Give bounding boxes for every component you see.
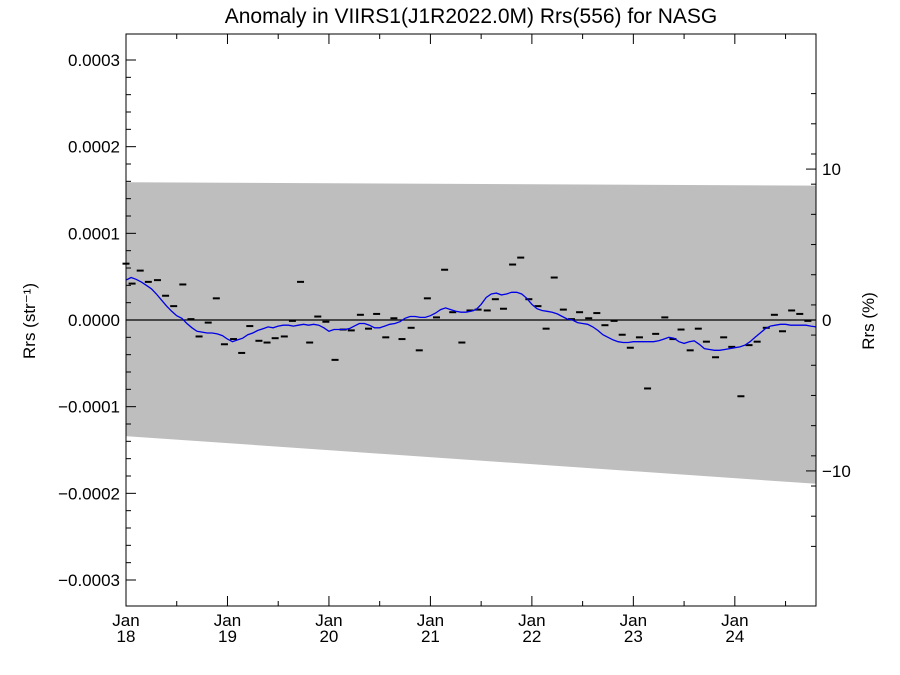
- y-tick-label: 0.0003: [68, 51, 120, 70]
- chart-title: Anomaly in VIIRS1(J1R2022.0M) Rrs(556) f…: [225, 5, 718, 28]
- tick-layer: 0.0003 0.0002 0.0001 0.0000 −0.0001 −0.0002 −0…: [58, 34, 851, 646]
- y-right-tick-label: 10: [822, 160, 841, 179]
- y-tick-label: 0.0000: [68, 311, 120, 330]
- y-tick-label: −0.0003: [58, 571, 120, 590]
- x-tick-label-month: Jan: [721, 611, 748, 630]
- x-tick-label-month: Jan: [315, 611, 342, 630]
- x-tick-label-month: Jan: [417, 611, 444, 630]
- y-right-tick-label: −10: [822, 462, 851, 481]
- series-layer: [122, 256, 817, 398]
- uncertainty-band-layer: [126, 182, 816, 484]
- x-tick-label-year: 22: [522, 627, 541, 646]
- x-tick-label-year: 23: [624, 627, 643, 646]
- x-tick-label-month: Jan: [518, 611, 545, 630]
- running-mean-line: [125, 276, 817, 351]
- y-tick-label: 0.0002: [68, 138, 120, 157]
- x-tick-label-month: Jan: [620, 611, 647, 630]
- y-axis-label-left: Rrs (str⁻¹): [20, 283, 39, 359]
- y-tick-label: −0.0002: [58, 484, 120, 503]
- x-tick-label-month: Jan: [112, 611, 139, 630]
- x-tick-label-year: 19: [218, 627, 237, 646]
- x-tick-label-month: Jan: [214, 611, 241, 630]
- y-tick-label: 0.0001: [68, 224, 120, 243]
- x-tick-label-year: 21: [421, 627, 440, 646]
- y-axis-label-right: Rrs (%): [859, 292, 878, 350]
- x-tick-label-year: 24: [725, 627, 744, 646]
- y-tick-label: −0.0001: [58, 398, 120, 417]
- x-tick-label-year: 18: [117, 627, 136, 646]
- x-tick-label-year: 20: [319, 627, 338, 646]
- y-right-tick-label: 0: [822, 311, 831, 330]
- uncertainty-band: [126, 182, 816, 484]
